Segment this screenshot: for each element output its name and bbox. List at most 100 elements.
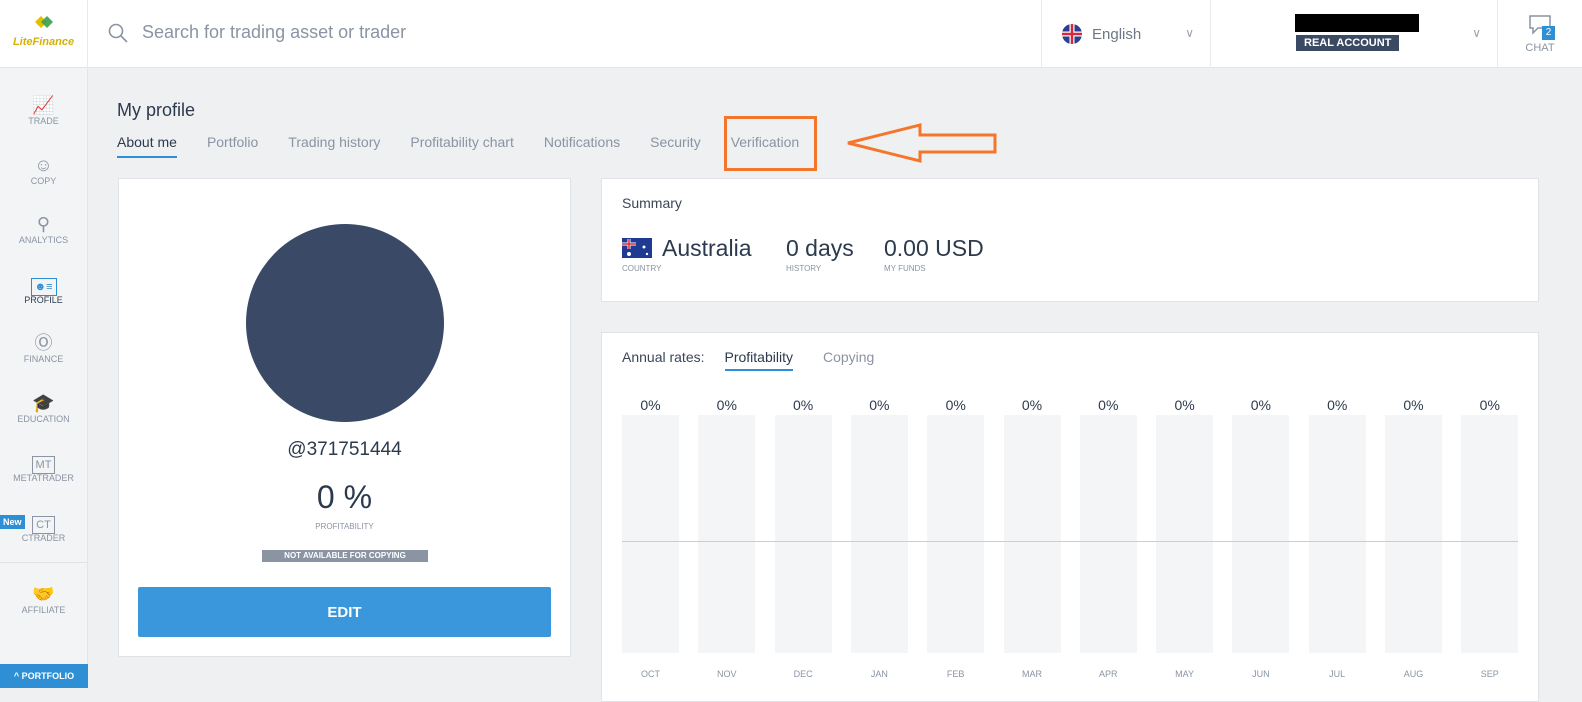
month-tick-label: DEC: [793, 669, 813, 679]
ctrader-icon: CT: [0, 511, 87, 534]
data-label: 0%: [1250, 397, 1271, 413]
search-input[interactable]: Search for trading asset or trader: [108, 22, 406, 43]
tab-about-me[interactable]: About me: [117, 134, 177, 158]
tab-verification[interactable]: Verification: [730, 134, 800, 150]
username: @371751444: [287, 439, 402, 460]
bar[interactable]: [927, 415, 985, 653]
sidebar-item-profile[interactable]: ☻≡ PROFILE: [0, 259, 87, 319]
month-tick-label: APR: [1099, 669, 1118, 679]
sidebar-item-metatrader[interactable]: MT METATRADER: [0, 437, 87, 497]
bar-column: 0% JAN: [850, 397, 908, 679]
dollar-icon: Ⓞ: [34, 333, 53, 353]
chart-icon: 📈: [32, 95, 55, 115]
month-tick-label: FEB: [946, 669, 965, 679]
handshake-icon: 🤝: [32, 584, 55, 604]
data-label: 0%: [1021, 397, 1043, 413]
annotation-arrow-icon: [847, 123, 997, 163]
account-type-badge: REAL ACCOUNT: [1296, 35, 1400, 51]
tab-copying[interactable]: Copying: [822, 349, 875, 365]
bar[interactable]: [850, 415, 908, 653]
bar-column: 0% DEC: [774, 397, 832, 679]
bar-column: 0% NOV: [698, 397, 756, 679]
data-label: 0%: [792, 397, 814, 413]
tab-profitability[interactable]: Profitability: [724, 349, 793, 371]
language-selector[interactable]: English ∨: [1041, 0, 1211, 68]
data-label: 0%: [1479, 397, 1500, 413]
bar-column: 0% AUG: [1385, 397, 1442, 679]
history-stat: 0 days HISTORY: [786, 235, 854, 273]
sidebar-item-affiliate[interactable]: 🤝 AFFILIATE: [0, 569, 87, 629]
chat-count-badge: 2: [1542, 26, 1555, 40]
language-label: English: [1092, 25, 1142, 43]
sidebar-item-education[interactable]: 🎓 EDUCATION: [0, 378, 87, 438]
analytics-icon: ⚲: [36, 214, 51, 234]
funds-stat: 0.00 USD MY FUNDS: [884, 235, 984, 273]
bar[interactable]: [1079, 415, 1137, 653]
sidebar-item-copy[interactable]: ☺ COPY: [0, 140, 87, 200]
divider: [0, 562, 87, 563]
chevron-down-icon: ∨: [1185, 26, 1194, 40]
bar[interactable]: [622, 415, 679, 653]
portfolio-toggle[interactable]: ^ PORTFOLIO: [0, 664, 88, 688]
search-placeholder: Search for trading asset or trader: [142, 22, 407, 42]
annual-rates-card: Annual rates: Profitability Copying 0% OC…: [601, 332, 1539, 702]
chat-button[interactable]: 2 CHAT: [1498, 0, 1582, 68]
logo-text: LiteFinance: [12, 36, 75, 48]
data-label: 0%: [869, 397, 890, 413]
edit-button[interactable]: EDIT: [138, 587, 551, 637]
bar[interactable]: [774, 415, 832, 653]
data-label: 0%: [640, 397, 661, 413]
australia-flag-icon: [622, 238, 652, 258]
sidebar-item-ctrader[interactable]: New CT CTRADER: [0, 497, 87, 557]
month-tick-label: AUG: [1403, 669, 1424, 679]
bar-column: 0% APR: [1079, 397, 1137, 679]
month-tick-label: NOV: [717, 669, 737, 679]
profile-card: @371751444 0 % PROFITABILITY NOT AVAILAB…: [118, 178, 571, 657]
data-label: 0%: [1098, 397, 1119, 413]
sidebar-item-analytics[interactable]: ⚲ ANALYTICS: [0, 199, 87, 259]
chat-label: CHAT: [1525, 42, 1555, 54]
bar[interactable]: [1156, 415, 1214, 653]
graduation-cap-icon: 🎓: [32, 392, 55, 413]
bar[interactable]: [1385, 415, 1442, 653]
bar[interactable]: [1461, 415, 1519, 653]
metatrader-icon: MT: [0, 451, 87, 474]
month-tick-label: JAN: [870, 669, 888, 679]
month-tick-label: SEP: [1480, 669, 1499, 679]
header: LiteFinance Search for trading asset or …: [0, 0, 1582, 68]
tab-notifications[interactable]: Notifications: [543, 134, 621, 150]
account-selector[interactable]: REAL ACCOUNT ∨: [1211, 0, 1498, 68]
month-tick-label: OCT: [641, 669, 660, 679]
bar[interactable]: [1003, 415, 1061, 653]
data-label: 0%: [945, 397, 966, 413]
data-label: 0%: [716, 397, 737, 413]
chevron-down-icon: ∨: [1472, 26, 1481, 40]
zero-line: [622, 541, 1518, 542]
logo[interactable]: LiteFinance: [0, 0, 88, 68]
month-tick-label: JUL: [1329, 669, 1346, 679]
bar[interactable]: [1308, 415, 1366, 653]
sidebar-item-trade[interactable]: 📈 TRADE: [0, 80, 87, 140]
country-stat: Australia COUNTRY: [622, 235, 752, 273]
tab-trading-history[interactable]: Trading history: [288, 134, 381, 150]
bar[interactable]: [698, 415, 756, 653]
month-tick-label: MAR: [1022, 669, 1042, 679]
bar[interactable]: [1232, 415, 1290, 653]
redacted-account-name: [1295, 14, 1419, 32]
bar-column: 0% MAR: [1003, 397, 1061, 679]
data-label: 0%: [1327, 397, 1348, 413]
tab-portfolio[interactable]: Portfolio: [206, 134, 259, 150]
sidebar: 📈 TRADE ☺ COPY ⚲ ANALYTICS ☻≡ PROFILE Ⓞ FINAN…: [0, 68, 88, 688]
bar-column: 0% JUL: [1308, 397, 1366, 679]
sidebar-item-finance[interactable]: Ⓞ FINANCE: [0, 318, 87, 378]
tab-profitability-chart[interactable]: Profitability chart: [410, 134, 514, 150]
avatar[interactable]: [246, 224, 444, 422]
month-tick-label: JUN: [1252, 669, 1270, 679]
bar-column: 0% FEB: [927, 397, 985, 679]
copy-status-badge: NOT AVAILABLE FOR COPYING: [262, 550, 428, 562]
tab-security[interactable]: Security: [650, 134, 701, 150]
profitability-label: PROFITABILITY: [315, 522, 374, 531]
summary-title: Summary: [622, 195, 682, 211]
chat-icon: 2: [1525, 14, 1555, 40]
profile-tabs: About me Portfolio Trading history Profi…: [117, 134, 799, 158]
